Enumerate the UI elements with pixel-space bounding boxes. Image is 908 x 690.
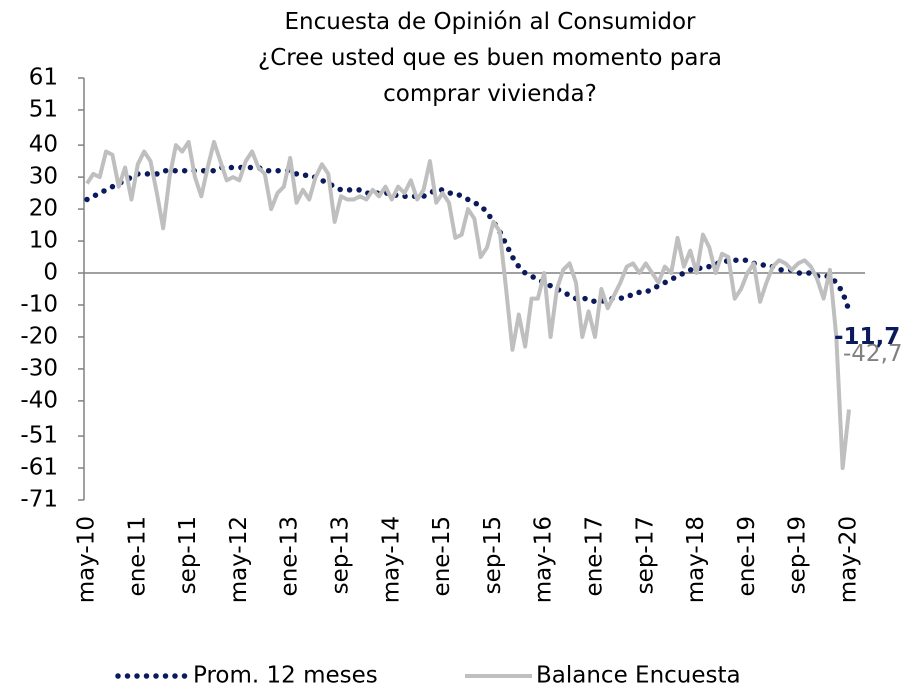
x-tick-label: sep-19 [785, 516, 811, 594]
x-tick-label: may-14 [378, 516, 404, 603]
x-tick-label: sep-17 [632, 516, 658, 594]
legend-label: Prom. 12 meses [193, 663, 378, 689]
y-tick-label: 51 [29, 96, 58, 122]
x-tick-label: ene-19 [734, 516, 760, 596]
x-tick-label: ene-11 [124, 516, 150, 596]
y-tick-label: -61 [20, 455, 58, 481]
y-tick-label: 40 [29, 132, 58, 158]
chart-subtitle: ¿Cree usted que es buen momento para com… [257, 45, 723, 107]
y-tick-label: -20 [20, 323, 58, 349]
y-tick-label: -51 [20, 423, 58, 449]
x-tick-label: sep-15 [480, 516, 506, 594]
x-tick-label: ene-15 [429, 516, 455, 596]
x-tick-label: ene-17 [582, 516, 608, 596]
series-line [85, 139, 851, 471]
x-tick-label: may-18 [683, 516, 709, 603]
y-tick-label: 0 [43, 260, 58, 286]
x-tick-label: ene-13 [277, 516, 303, 596]
x-tick-label: sep-13 [328, 516, 354, 594]
titles: Encuesta de Opinión al Consumidor ¿Cree … [170, 4, 810, 112]
value-label: -11,7 [834, 324, 900, 350]
x-tick-label: may-10 [74, 516, 100, 603]
x-tick-label: may-20 [836, 516, 862, 603]
legend-label: Balance Encuesta [536, 663, 741, 689]
value-label: -42,7 [843, 341, 903, 367]
y-tick-label: -71 [20, 487, 58, 513]
x-tick-label: sep-11 [175, 516, 201, 594]
x-tick-label: may-16 [531, 516, 557, 603]
y-tick-label: -30 [20, 355, 58, 381]
x-tick-label: may-12 [226, 516, 252, 603]
y-tick-label: 30 [29, 164, 58, 190]
y-tick-label: 20 [29, 196, 58, 222]
chart-title: Encuesta de Opinión al Consumidor [284, 9, 696, 35]
y-tick-label: -10 [20, 291, 58, 317]
y-tick-label: 10 [29, 228, 58, 254]
series-line [84, 164, 852, 314]
y-tick-label: 61 [29, 65, 58, 91]
y-tick-label: -40 [20, 387, 58, 413]
